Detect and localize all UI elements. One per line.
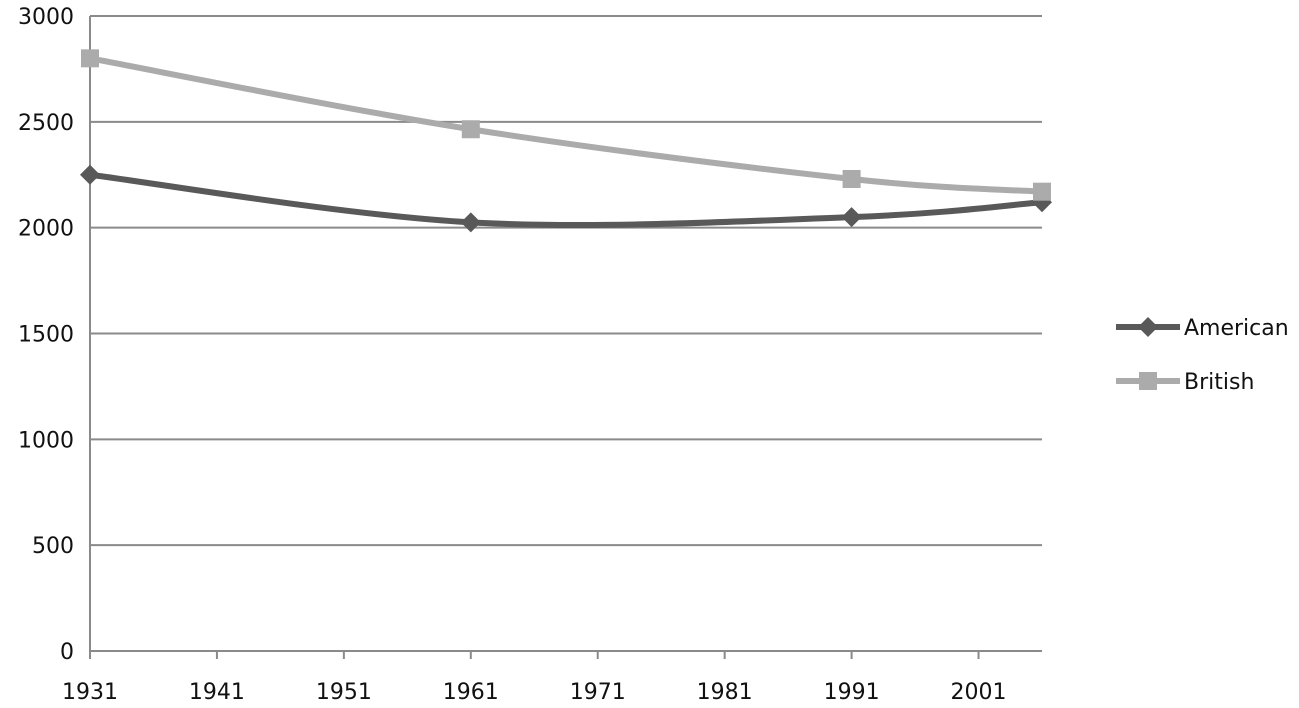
y-tick-labels: 0 500 1000 1500 2000 2500 3000 bbox=[18, 5, 74, 665]
legend-label: British bbox=[1184, 370, 1254, 395]
x-tick-label: 1971 bbox=[570, 680, 626, 705]
y-tick-label: 2500 bbox=[18, 111, 74, 136]
x-tick-label: 1931 bbox=[62, 680, 118, 705]
y-tick-label: 1000 bbox=[18, 428, 74, 453]
x-tick-label: 1941 bbox=[189, 680, 245, 705]
legend-swatch-marker bbox=[1139, 372, 1157, 390]
x-tick-label: 1981 bbox=[697, 680, 753, 705]
data-point-british bbox=[81, 49, 99, 68]
data-point-american bbox=[80, 164, 100, 185]
x-tick-label: 1951 bbox=[316, 680, 372, 705]
legend-item-american: American bbox=[1116, 316, 1289, 341]
x-tick-label: 1991 bbox=[824, 680, 880, 705]
y-tick-label: 0 bbox=[60, 640, 74, 665]
y-tick-label: 1500 bbox=[18, 323, 74, 348]
series-line-british bbox=[87, 55, 1045, 195]
y-tick-label: 2000 bbox=[18, 217, 74, 242]
y-tick-label: 3000 bbox=[18, 5, 74, 30]
axes bbox=[89, 16, 1042, 659]
legend-label: American bbox=[1184, 316, 1289, 341]
series bbox=[80, 49, 1052, 233]
x-tick-labels: 1931 1941 1951 1961 1971 1981 1991 2001 bbox=[62, 680, 1007, 705]
legend: American British bbox=[1116, 316, 1289, 395]
data-point-british bbox=[1033, 182, 1051, 201]
data-point-british bbox=[461, 120, 480, 139]
y-tick-label: 500 bbox=[32, 534, 74, 559]
x-tick-label: 2001 bbox=[951, 680, 1007, 705]
data-point-american bbox=[460, 212, 481, 233]
series-line-american bbox=[87, 171, 1045, 228]
series-american bbox=[80, 164, 1052, 233]
gridlines bbox=[90, 15, 1042, 652]
legend-item-british: British bbox=[1116, 370, 1254, 395]
x-tick-label: 1961 bbox=[443, 680, 499, 705]
data-point-american bbox=[841, 207, 862, 228]
data-point-british bbox=[842, 169, 861, 188]
legend-swatch-marker bbox=[1138, 317, 1158, 337]
series-british bbox=[81, 49, 1051, 201]
